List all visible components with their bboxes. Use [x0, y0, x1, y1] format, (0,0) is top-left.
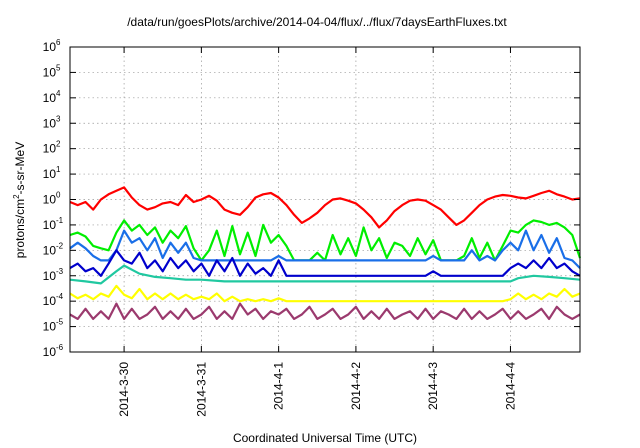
y-tick-exponent: 5	[56, 63, 61, 72]
x-tick-label: 2014-4-2	[349, 362, 363, 410]
y-tick-label: 10	[43, 294, 57, 308]
x-axis-label: Coordinated Universal Time (UTC)	[233, 431, 417, 445]
y-tick-label: 10	[43, 142, 57, 156]
series-line-3	[69, 229, 581, 269]
y-axis-label: protons/cm2-s-sr-MeV	[12, 142, 27, 258]
y-tick-label: 10	[43, 91, 57, 105]
y-tick-exponent: -1	[56, 216, 64, 225]
y-tick-exponent: 6	[56, 38, 61, 47]
series-line-4	[69, 249, 581, 277]
series-line-1	[69, 186, 581, 229]
y-tick-label: 10	[43, 167, 57, 181]
y-tick-exponent: -5	[56, 318, 64, 327]
y-tick-exponent: 0	[56, 191, 61, 200]
data-series	[69, 186, 582, 320]
x-tick-label: 2014-3-31	[194, 362, 208, 417]
x-tick-label: 2014-4-3	[426, 362, 440, 410]
y-tick-exponent: 3	[56, 114, 61, 123]
y-tick-label: 10	[43, 320, 57, 334]
chart-title: /data/run/goesPlots/archive/2014-04-04/f…	[127, 15, 507, 29]
series-line-7	[69, 302, 581, 320]
y-tick-exponent: -2	[56, 241, 64, 250]
y-tick-label: 10	[43, 218, 57, 232]
y-tick-exponent: 2	[56, 140, 61, 149]
x-axis-ticks: 2014-3-30 2014-3-31 2014-4-1 2014-4-2 2014-4…	[117, 47, 517, 417]
y-tick-label: 10	[43, 243, 57, 257]
series-line-5	[69, 264, 581, 285]
x-tick-label: 2014-4-1	[272, 362, 286, 410]
x-tick-label: 2014-4-4	[503, 362, 517, 410]
y-tick-label: 10	[43, 40, 57, 54]
y-tick-exponent: -3	[56, 267, 64, 276]
y-tick-exponent: 4	[56, 89, 61, 98]
grid-lines	[70, 47, 580, 352]
series-line-6	[69, 284, 581, 303]
y-tick-exponent: 1	[56, 165, 61, 174]
y-tick-label: 10	[43, 116, 57, 130]
y-tick-exponent: -6	[56, 343, 64, 352]
y-tick-label: 10	[43, 269, 57, 283]
y-tick-label: 10	[43, 345, 57, 359]
x-tick-label: 2014-3-30	[117, 362, 131, 417]
y-tick-label: 10	[43, 65, 57, 79]
y-axis-ticks: 10 -610 -510 -410 -310 -210 -110 010 110 210 310 41…	[43, 38, 580, 359]
y-tick-label: 10	[43, 193, 57, 207]
series-line-2	[69, 219, 582, 262]
y-tick-exponent: -4	[56, 292, 64, 301]
